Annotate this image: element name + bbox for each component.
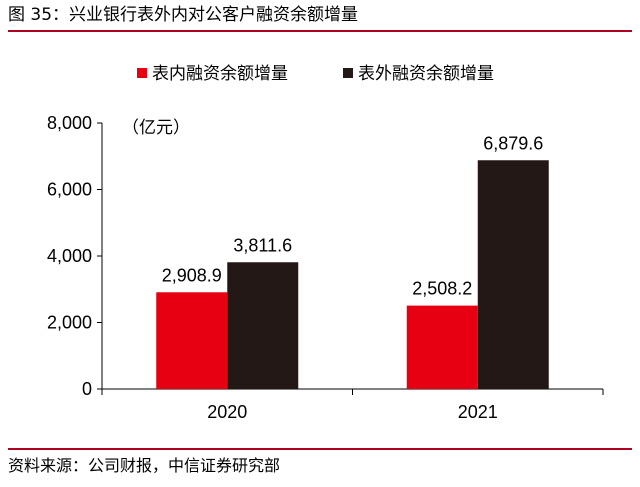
data-labels: 2,908.9 3,811.6 2,508.2 6,879.6 <box>162 133 544 298</box>
bar <box>477 160 549 389</box>
legend-swatch <box>343 68 353 78</box>
source-divider <box>8 448 632 450</box>
y-tick-label: 0 <box>82 379 92 399</box>
y-tick-label: 8,000 <box>47 113 92 133</box>
legend-swatch <box>137 68 147 78</box>
legend: 表内融资余额增量 表外融资余额增量 <box>137 64 494 84</box>
y-tick-label: 6,000 <box>47 180 92 200</box>
x-axis: 2020 2021 <box>101 388 604 422</box>
chart-title: 图 35：兴业银行表外内对公客户融资余额增量 <box>8 5 359 25</box>
bar <box>227 262 299 389</box>
title-divider <box>8 30 632 32</box>
y-axis-unit-label: （亿元） <box>122 118 190 138</box>
source-note: 资料来源：公司财报，中信证券研究部 <box>8 456 281 475</box>
x-tick-label: 2020 <box>207 402 247 422</box>
legend-label: 表外融资余额增量 <box>358 64 494 84</box>
bar <box>156 292 228 389</box>
bar <box>406 305 478 389</box>
legend-label: 表内融资余额增量 <box>152 64 288 84</box>
y-tick-label: 4,000 <box>47 246 92 266</box>
x-tick-label: 2021 <box>458 402 498 422</box>
bars <box>156 160 549 389</box>
data-label: 3,811.6 <box>233 235 292 255</box>
data-label: 6,879.6 <box>483 133 543 153</box>
data-label: 2,908.9 <box>162 265 222 285</box>
y-tick-label: 2,000 <box>47 313 92 333</box>
y-axis: 0 2,000 4,000 6,000 8,000 <box>47 113 103 399</box>
data-label: 2,508.2 <box>412 279 472 299</box>
